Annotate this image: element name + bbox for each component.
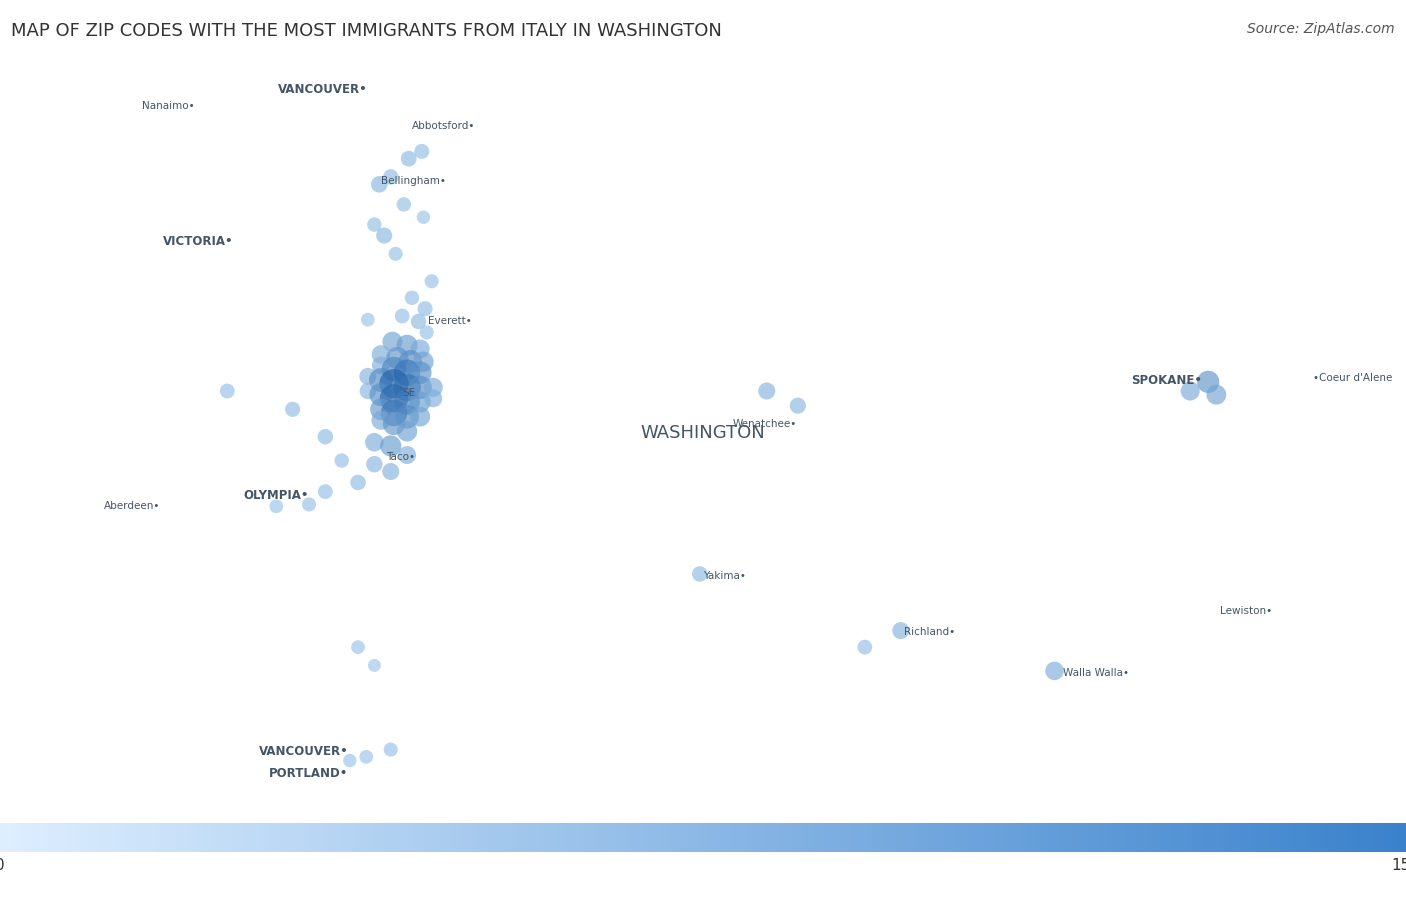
Point bbox=[396, 366, 419, 380]
Point bbox=[420, 274, 443, 289]
Text: •Coeur d'Alene: •Coeur d'Alene bbox=[1313, 373, 1392, 383]
Point bbox=[370, 413, 392, 427]
Point bbox=[396, 448, 419, 462]
Point bbox=[370, 387, 392, 402]
Point bbox=[380, 439, 402, 453]
Point bbox=[384, 246, 406, 261]
Text: Bellingham•: Bellingham• bbox=[381, 175, 446, 185]
Text: WASHINGTON: WASHINGTON bbox=[641, 424, 765, 442]
Text: Abbotsford•: Abbotsford• bbox=[412, 120, 475, 130]
Point bbox=[363, 457, 385, 471]
Point bbox=[217, 384, 239, 398]
Point bbox=[396, 424, 419, 439]
Point bbox=[382, 405, 405, 420]
Text: Nanaimo•: Nanaimo• bbox=[142, 101, 195, 111]
Text: Wenatchee•: Wenatchee• bbox=[733, 419, 797, 429]
Point bbox=[1043, 663, 1066, 678]
Point bbox=[382, 377, 405, 391]
Point bbox=[373, 228, 395, 243]
Point bbox=[354, 750, 377, 764]
Point bbox=[382, 362, 405, 377]
Point bbox=[1205, 387, 1227, 402]
Point bbox=[382, 417, 405, 432]
Point bbox=[314, 485, 336, 499]
Point bbox=[370, 358, 392, 372]
Point bbox=[398, 152, 420, 166]
Point bbox=[396, 380, 419, 395]
Point bbox=[401, 290, 423, 305]
Point bbox=[422, 391, 444, 405]
Point bbox=[689, 566, 711, 581]
Point bbox=[412, 354, 434, 369]
Text: PORTLAND•: PORTLAND• bbox=[269, 767, 349, 779]
Point bbox=[339, 753, 361, 768]
Point bbox=[409, 409, 432, 423]
Point bbox=[413, 301, 436, 316]
Text: Everett•: Everett• bbox=[429, 316, 472, 326]
Text: SPOKANE•: SPOKANE• bbox=[1130, 374, 1202, 387]
Point bbox=[298, 497, 321, 512]
Point bbox=[266, 499, 288, 513]
Point bbox=[347, 476, 370, 490]
Point bbox=[363, 218, 385, 232]
Text: VICTORIA•: VICTORIA• bbox=[163, 235, 233, 247]
Point bbox=[314, 430, 336, 444]
Text: OLYMPIA•: OLYMPIA• bbox=[243, 489, 309, 502]
Point bbox=[409, 380, 432, 395]
Point bbox=[755, 384, 778, 398]
Point bbox=[890, 624, 912, 638]
Point bbox=[330, 453, 353, 467]
Point bbox=[380, 170, 402, 184]
Point bbox=[411, 144, 433, 158]
Point bbox=[422, 380, 444, 395]
Point bbox=[387, 351, 409, 365]
Text: Lewiston•: Lewiston• bbox=[1220, 606, 1272, 616]
Text: Source: ZipAtlas.com: Source: ZipAtlas.com bbox=[1247, 22, 1395, 37]
Point bbox=[370, 347, 392, 361]
Text: Aberdeen•: Aberdeen• bbox=[104, 502, 160, 512]
Text: Walla Walla•: Walla Walla• bbox=[1063, 668, 1129, 678]
Text: SE: SE bbox=[402, 387, 415, 398]
Text: Richland•: Richland• bbox=[904, 628, 955, 637]
Point bbox=[391, 309, 413, 324]
Point bbox=[408, 315, 430, 329]
Point bbox=[409, 395, 432, 409]
Point bbox=[357, 369, 380, 384]
Point bbox=[409, 342, 432, 356]
Point bbox=[281, 402, 304, 416]
Point bbox=[363, 435, 385, 450]
Point bbox=[786, 398, 808, 413]
Point bbox=[382, 391, 405, 405]
Point bbox=[396, 409, 419, 423]
Point bbox=[363, 658, 385, 672]
Text: MAP OF ZIP CODES WITH THE MOST IMMIGRANTS FROM ITALY IN WASHINGTON: MAP OF ZIP CODES WITH THE MOST IMMIGRANT… bbox=[11, 22, 723, 40]
Point bbox=[396, 395, 419, 409]
Point bbox=[853, 640, 876, 654]
Point bbox=[380, 743, 402, 757]
Point bbox=[409, 366, 432, 380]
Point bbox=[368, 177, 391, 191]
Text: VANCOUVER•: VANCOUVER• bbox=[278, 83, 368, 95]
Point bbox=[412, 210, 434, 225]
Point bbox=[357, 384, 380, 398]
Point bbox=[1197, 375, 1219, 389]
Point bbox=[370, 373, 392, 387]
Point bbox=[370, 402, 392, 416]
Text: Yakima•: Yakima• bbox=[703, 571, 745, 581]
Point bbox=[415, 325, 437, 340]
Point bbox=[399, 354, 422, 369]
Point bbox=[381, 334, 404, 349]
Text: Taco•: Taco• bbox=[385, 452, 415, 462]
Text: VANCOUVER•: VANCOUVER• bbox=[259, 745, 349, 758]
Point bbox=[347, 640, 370, 654]
Point bbox=[392, 197, 415, 211]
Point bbox=[1180, 384, 1202, 398]
Point bbox=[396, 338, 419, 352]
Point bbox=[357, 313, 380, 327]
Point bbox=[380, 464, 402, 478]
